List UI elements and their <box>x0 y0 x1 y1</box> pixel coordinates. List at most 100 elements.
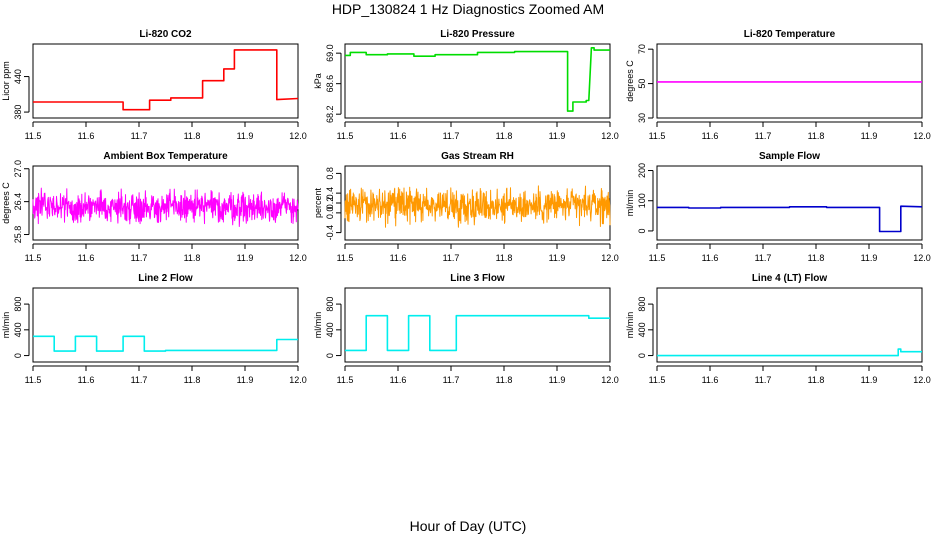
x-tick-label: 12.0 <box>289 253 307 263</box>
x-tick-label: 11.5 <box>337 375 354 385</box>
chart-panel-2: Li-820 Pressure 11.5 11.6 11.7 11.8 11.9 12.0 6… <box>313 29 619 141</box>
x-tick-label: 11.5 <box>25 131 42 141</box>
plot-frame <box>344 287 611 363</box>
y-tick-label: 0.8 <box>325 167 335 180</box>
x-tick-label: 11.8 <box>496 375 513 385</box>
x-tick-label: 11.8 <box>184 253 201 263</box>
x-tick-label: 11.9 <box>237 375 254 385</box>
x-tick-label: 11.6 <box>78 253 95 263</box>
plot-frame <box>656 43 923 119</box>
x-tick-label: 12.0 <box>913 375 931 385</box>
chart-panel-5: Gas Stream RH 11.5 11.6 11.7 11.8 11.9 12.0 -0.… <box>313 151 619 263</box>
figure-title: HDP_130824 1 Hz Diagnostics Zoomed AM <box>331 1 605 17</box>
x-tick-label: 11.8 <box>184 131 201 141</box>
y-tick-label: 400 <box>637 322 647 337</box>
x-tick-label: 11.6 <box>78 131 95 141</box>
x-tick-label: 11.7 <box>131 375 148 385</box>
chart-panel-1: Li-820 CO2 11.5 11.6 11.7 11.8 11.9 12.0 380 440… <box>1 29 307 141</box>
x-tick-label: 11.7 <box>755 131 772 141</box>
x-tick-label: 11.7 <box>131 253 148 263</box>
panel-title: Li-820 CO2 <box>139 29 192 40</box>
x-tick-label: 11.7 <box>131 131 148 141</box>
data-series-line <box>344 185 611 228</box>
y-tick-label: 800 <box>13 297 23 312</box>
chart-panel-8: Line 3 Flow 11.5 11.6 11.7 11.8 11.9 12.0 0 400 8… <box>313 273 619 385</box>
y-axis-label: degrees C <box>625 60 635 102</box>
x-tick-label: 11.5 <box>25 375 42 385</box>
data-series-line <box>657 205 923 233</box>
y-tick-label: 30 <box>637 113 647 123</box>
data-series-line <box>33 49 299 111</box>
x-tick-label: 11.6 <box>702 375 719 385</box>
x-tick-label: 12.0 <box>601 131 619 141</box>
chart-panel-3: Li-820 Temperature 11.5 11.6 11.7 11.8 11.9 12… <box>625 29 931 141</box>
y-axis-label: percent <box>313 187 323 218</box>
plot-frame <box>32 287 299 363</box>
x-tick-label: 11.8 <box>496 253 513 263</box>
x-tick-label: 11.5 <box>337 253 354 263</box>
x-tick-label: 11.9 <box>861 253 878 263</box>
x-tick-label: 11.9 <box>549 131 566 141</box>
y-tick-label: 0 <box>13 353 23 358</box>
chart-panel-4: Ambient Box Temperature 11.5 11.6 11.7 11.8 1… <box>1 151 307 263</box>
chart-panel-6: Sample Flow 11.5 11.6 11.7 11.8 11.9 12.0 0 100 2… <box>625 151 931 263</box>
y-tick-label: 380 <box>13 105 23 120</box>
y-tick-label: 27.0 <box>13 160 23 178</box>
plot-frame <box>656 287 923 363</box>
y-tick-label: 0.0 <box>325 207 335 220</box>
y-tick-label: 440 <box>13 69 23 84</box>
y-tick-label: 68.2 <box>325 105 335 123</box>
data-series-line <box>33 335 298 352</box>
y-tick-label: 400 <box>325 322 335 337</box>
x-tick-label: 11.6 <box>702 131 719 141</box>
y-tick-label: 68.6 <box>325 75 335 93</box>
plot-frame <box>344 43 611 119</box>
x-tick-label: 12.0 <box>601 253 619 263</box>
y-axis-label: ml/min <box>313 312 323 339</box>
x-tick-label: 11.7 <box>443 131 460 141</box>
x-tick-label: 11.6 <box>390 253 407 263</box>
panel-title: Line 2 Flow <box>138 273 193 284</box>
y-tick-label: 100 <box>637 193 647 208</box>
data-series-line <box>345 46 610 112</box>
data-series-line <box>657 348 922 357</box>
y-tick-label: 26.4 <box>13 193 23 211</box>
panel-title: Ambient Box Temperature <box>103 151 228 162</box>
chart-panel-9: Line 4 (LT) Flow 11.5 11.6 11.7 11.8 11.9 12.0… <box>625 273 931 385</box>
x-tick-label: 11.8 <box>808 375 825 385</box>
y-tick-label: 400 <box>13 322 23 337</box>
x-tick-label: 12.0 <box>913 253 931 263</box>
y-tick-label: 0.4 <box>325 187 335 200</box>
y-tick-label: 800 <box>637 297 647 312</box>
x-tick-label: 11.6 <box>78 375 95 385</box>
y-tick-label: 0 <box>637 228 647 233</box>
x-tick-label: 11.7 <box>755 375 772 385</box>
y-tick-label: 800 <box>325 297 335 312</box>
x-tick-label: 12.0 <box>289 375 307 385</box>
x-tick-label: 11.9 <box>237 253 254 263</box>
x-tick-label: 11.9 <box>549 375 566 385</box>
x-tick-label: 11.9 <box>237 131 254 141</box>
y-axis-label: ml/min <box>625 312 635 339</box>
x-tick-label: 11.9 <box>549 253 566 263</box>
x-tick-label: 12.0 <box>913 131 931 141</box>
y-tick-label: 69.0 <box>325 44 335 62</box>
x-tick-label: 11.8 <box>496 131 513 141</box>
panel-title: Li-820 Temperature <box>744 29 836 40</box>
plot-frame <box>32 43 299 119</box>
x-tick-label: 11.6 <box>390 375 407 385</box>
x-tick-label: 11.9 <box>861 131 878 141</box>
panel-title: Gas Stream RH <box>441 151 514 162</box>
x-tick-label: 11.7 <box>755 253 772 263</box>
x-tick-label: 12.0 <box>289 131 307 141</box>
panel-title: Li-820 Pressure <box>440 29 515 40</box>
figure-x-axis-label: Hour of Day (UTC) <box>409 518 527 534</box>
y-tick-label: 50 <box>637 79 647 89</box>
x-tick-label: 11.9 <box>861 375 878 385</box>
x-tick-label: 11.5 <box>649 253 666 263</box>
x-tick-label: 11.7 <box>443 253 460 263</box>
y-tick-label: 200 <box>637 163 647 178</box>
y-tick-label: 0 <box>325 353 335 358</box>
x-tick-label: 11.5 <box>337 131 354 141</box>
